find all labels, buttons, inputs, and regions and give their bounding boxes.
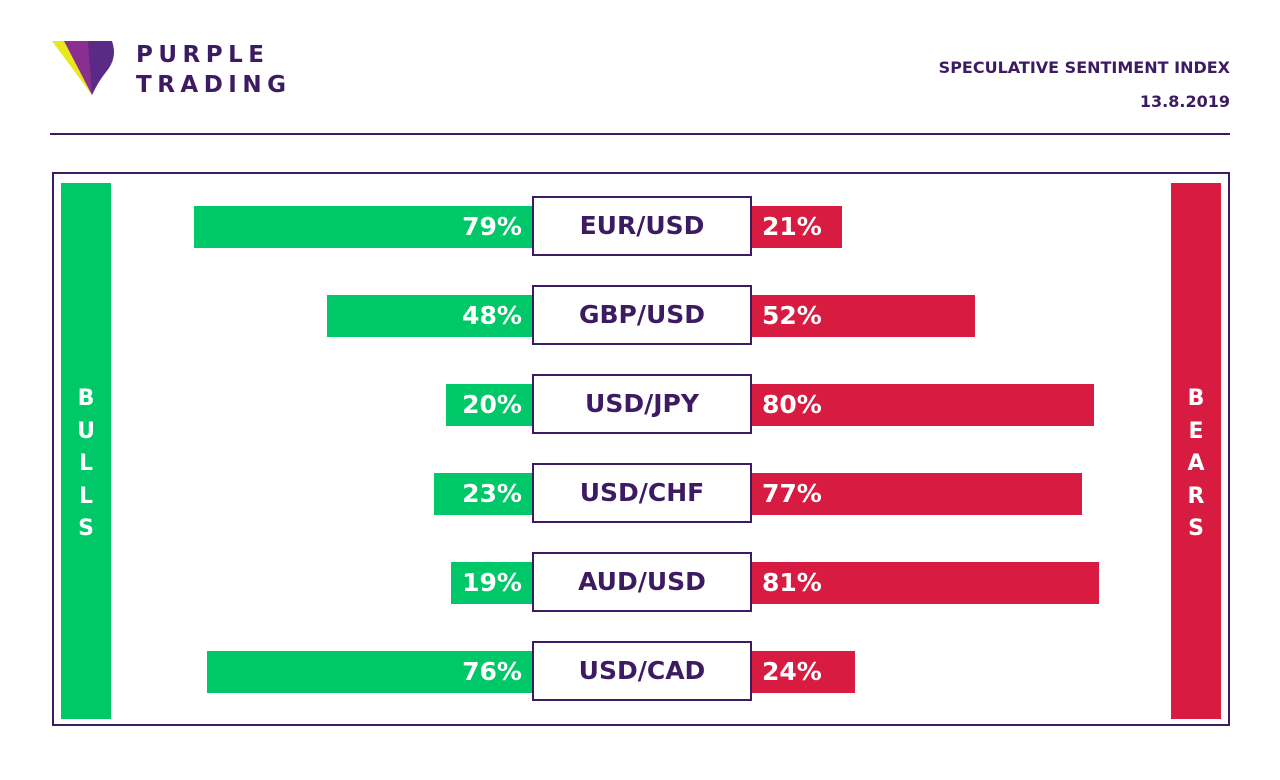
bears-letter: S <box>1188 516 1204 541</box>
bulls-bar: 79% <box>193 206 532 248</box>
currency-pair-label: USD/CAD <box>532 641 752 701</box>
currency-pair-label: USD/JPY <box>532 374 752 434</box>
chart-row: 79% EUR/USD 21% <box>54 196 1228 256</box>
currency-pair-label: USD/CHF <box>532 463 752 523</box>
bulls-letter: U <box>77 418 95 444</box>
brand-line-1: PURPLE <box>136 42 270 68</box>
bears-bar: 52% <box>752 295 975 337</box>
bears-bar: 77% <box>752 473 1082 515</box>
page-title: SPECULATIVE SENTIMENT INDEX <box>938 58 1230 77</box>
purple-trading-logo: PURPLE TRADING <box>50 38 310 102</box>
bulls-bar: 19% <box>450 562 532 604</box>
header-divider <box>50 133 1230 135</box>
chart-row: 23% USD/CHF 77% <box>54 463 1228 523</box>
chart-row: 48% GBP/USD 52% <box>54 285 1228 345</box>
chart-row: 20% USD/JPY 80% <box>54 374 1228 434</box>
bulls-bar: 20% <box>446 384 532 426</box>
currency-pair-label: EUR/USD <box>532 196 752 256</box>
chart-row: 19% AUD/USD 81% <box>54 552 1228 612</box>
bulls-letter: L <box>78 451 94 476</box>
bulls-bar: 23% <box>433 473 532 515</box>
header: SPECULATIVE SENTIMENT INDEX 13.8.2019 <box>939 57 1230 113</box>
brand-name: PURPLE TRADING <box>136 40 291 100</box>
bears-bar: 80% <box>752 384 1095 426</box>
bears-bar: 24% <box>752 651 855 693</box>
bulls-letter: B <box>77 386 95 411</box>
currency-pair-label: AUD/USD <box>532 552 752 612</box>
currency-pair-label: GBP/USD <box>532 285 752 345</box>
bulls-bar: 76% <box>206 651 532 693</box>
bulls-letter: L <box>78 483 94 509</box>
bulls-letter: S <box>78 516 94 541</box>
logo-icon <box>52 41 114 95</box>
chart-row: 76% USD/CAD 24% <box>54 641 1228 701</box>
brand-line-2: TRADING <box>136 72 292 98</box>
bulls-bar: 48% <box>326 295 532 337</box>
bears-bar: 81% <box>752 562 1099 604</box>
bears-letter: B <box>1187 386 1205 411</box>
bears-letter: E <box>1188 418 1204 444</box>
bears-letter: A <box>1187 451 1205 476</box>
report-date: 13.8.2019 <box>1139 92 1230 111</box>
bears-letter: R <box>1187 483 1205 509</box>
bears-bar: 21% <box>752 206 842 248</box>
